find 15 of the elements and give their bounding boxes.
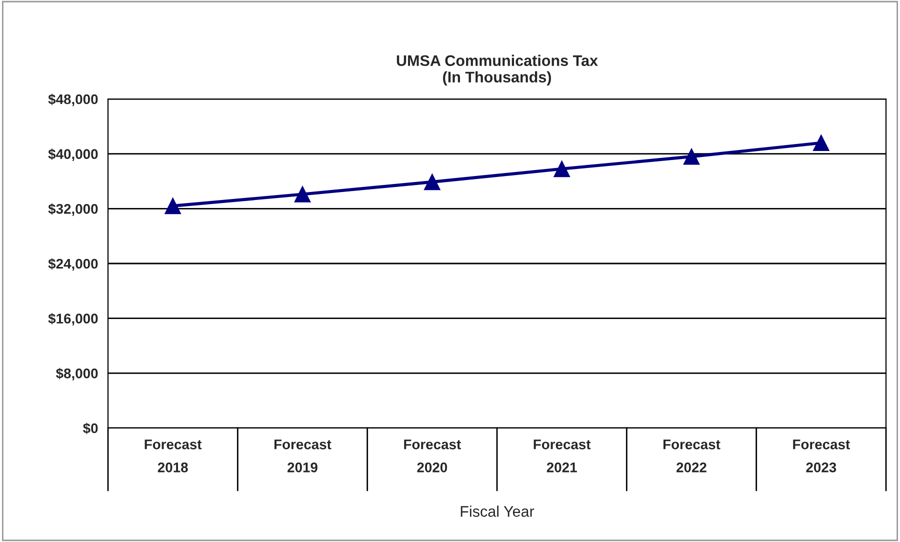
x-tick-label: Forecast 2023	[793, 440, 850, 472]
x-tick-label: Forecast 2021	[534, 440, 591, 472]
chart-title: UMSA Communications Tax (In Thousands)	[396, 54, 598, 86]
x-tick-label: Forecast 2018	[144, 440, 202, 472]
x-axis-title: Fiscal Year	[460, 506, 534, 517]
y-tick-label: $24,000	[48, 258, 98, 271]
y-tick-label: $8,000	[56, 368, 98, 380]
x-tick-label: Forecast 2019	[274, 440, 332, 472]
x-tick-label: Forecast 2020	[404, 440, 461, 472]
y-tick-label: $48,000	[48, 94, 98, 106]
y-tick-label: $32,000	[48, 203, 98, 216]
y-tick-label: $0	[83, 422, 98, 434]
x-tick-label: Forecast 2022	[663, 440, 720, 472]
y-tick-label: $40,000	[48, 148, 98, 162]
y-tick-label: $16,000	[48, 313, 98, 326]
